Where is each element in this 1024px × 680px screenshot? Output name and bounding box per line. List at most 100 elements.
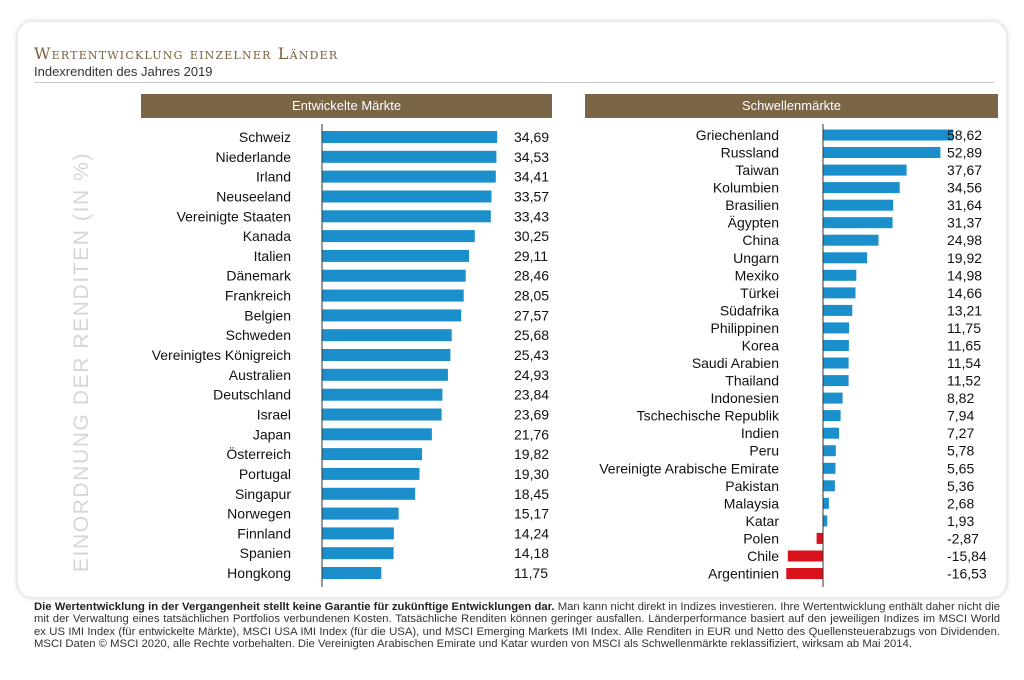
value-label-portugal: 19,30 [514,466,549,482]
category-label-spanien: Spanien [240,545,291,561]
category-label-indonesien: Indonesien [710,390,779,406]
category-label-sudafrika: Südafrika [720,302,779,318]
category-label-vereinigte-staaten: Vereinigte Staaten [177,208,291,224]
bar-china [823,234,879,246]
value-label-niederlande: 34,53 [514,149,549,165]
value-label-griechenland: 58,62 [947,127,982,143]
bar-brasilien [823,199,894,211]
value-label-japan: 21,76 [514,426,549,442]
category-label-china: China [742,232,779,248]
disclaimer-bold: Die Wertentwicklung in der Vergangenheit… [34,601,555,613]
bar-turkei [823,287,856,299]
value-label-neuseeland: 33,57 [514,189,549,205]
bar-kolumbien [823,182,900,194]
value-label-indonesien: 8,82 [947,390,974,406]
bar-tschechische-republik [823,410,841,422]
category-label-taiwan: Taiwan [735,162,779,178]
category-label-hongkong: Hongkong [227,565,291,581]
value-label-frankreich: 28,05 [514,288,549,304]
bar-japan [322,428,432,441]
category-label-kanada: Kanada [243,228,291,244]
bar-vereinigte-staaten [322,210,491,223]
bar-indien [823,427,840,439]
value-label-belgien: 27,57 [514,307,549,323]
value-label-katar: 1,93 [947,513,974,529]
bar-charts: Schweiz 34,69 Niederlande 34,53 Irland 34,41 N… [152,124,987,587]
emerging-markets-chart: Griechenland 58,62 Russland 52,89 Taiwan 37,6… [599,124,987,587]
category-label-schweden: Schweden [226,327,291,343]
bar-philippinen [823,322,850,334]
bar-portugal [322,467,420,480]
value-label-vereinigte-arabische-emirate: 5,65 [947,460,974,476]
value-label-italien: 29,11 [514,248,548,264]
category-label-italien: Italien [254,248,291,264]
bar-hongkong [322,567,382,579]
title-divider [34,82,994,83]
category-label-vereinigte-arabische-emirate: Vereinigte Arabische Emirate [599,460,779,476]
value-label-peru: 5,78 [947,443,974,459]
category-label-turkei: Türkei [740,285,779,301]
bar-osterreich [322,448,423,461]
value-label-kolumbien: 34,56 [947,180,982,196]
value-label-singapur: 18,45 [514,486,549,502]
value-label-turkei: 14,66 [947,285,982,301]
bar-israel [322,408,442,421]
category-label-tschechische-republik: Tschechische Republik [637,408,780,424]
category-label-agypten: Ägypten [728,215,779,231]
bar-pakistan [823,480,835,492]
category-label-schweiz: Schweiz [239,129,291,145]
category-label-deutschland: Deutschland [213,387,291,403]
category-label-malaysia: Malaysia [724,495,779,511]
category-label-griechenland: Griechenland [696,127,779,143]
category-label-neuseeland: Neuseeland [216,189,291,205]
bar-norwegen [322,507,399,520]
category-label-belgien: Belgien [244,307,291,323]
bar-spanien [322,547,394,560]
category-label-irland: Irland [256,169,291,185]
category-label-niederlande: Niederlande [216,149,292,165]
category-label-vereinigtes-konigreich: Vereinigtes Königreich [152,347,291,363]
value-label-mexiko: 14,98 [947,267,982,283]
disclaimer: Die Wertentwicklung in der Vergangenheit… [34,601,1000,651]
bar-schweiz [322,131,498,143]
bar-vereinigte-arabische-emirate [823,462,836,474]
category-label-polen: Polen [743,530,779,546]
value-label-argentinien: -16,53 [947,566,987,582]
value-label-thailand: 11,52 [947,373,981,389]
value-label-russland: 52,89 [947,145,982,161]
bar-korea [823,340,849,351]
bar-indonesien [823,392,843,404]
value-label-schweiz: 34,69 [514,129,549,145]
chart-title: Wertentwicklung einzelner Länder [34,44,339,63]
value-label-brasilien: 31,64 [947,197,982,213]
value-label-finnland: 14,24 [514,525,549,541]
bar-finnland [322,527,394,540]
value-label-polen: -2,87 [947,530,979,546]
value-label-kanada: 30,25 [514,228,549,244]
bar-niederlande [322,150,497,163]
developed-markets-header: Entwickelte Märkte [141,94,552,118]
bar-agypten [823,217,893,229]
value-label-irland: 34,41 [514,169,549,185]
value-label-saudi-arabien: 11,54 [947,355,981,371]
category-label-australien: Australien [229,367,291,383]
category-label-israel: Israel [257,407,291,423]
category-label-russland: Russland [721,145,779,161]
value-label-osterreich: 19,82 [514,446,549,462]
value-label-ungarn: 19,92 [947,250,982,266]
value-label-chile: -15,84 [947,548,987,564]
bar-italien [322,249,469,262]
category-label-indien: Indien [741,425,779,441]
bar-thailand [823,375,849,387]
category-label-kolumbien: Kolumbien [713,180,779,196]
bar-schweden [322,329,452,342]
bar-taiwan [823,164,907,176]
bar-chile [787,550,823,562]
value-label-vereinigte-staaten: 33,43 [514,208,549,224]
value-label-danemark: 28,46 [514,268,549,284]
bar-saudi-arabien [823,357,849,369]
emerging-markets-header: Schwellenmärkte [585,94,998,118]
bar-frankreich [322,289,464,302]
category-label-brasilien: Brasilien [725,197,779,213]
bar-deutschland [322,388,443,401]
